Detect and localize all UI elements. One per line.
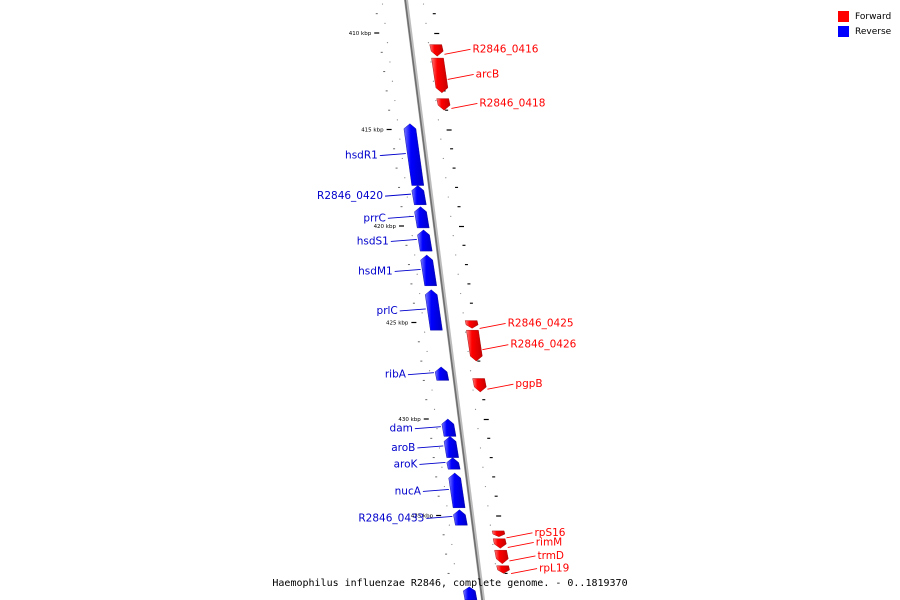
- gene-R2846_0418[interactable]: [436, 98, 451, 111]
- gene-R2846_0420[interactable]: [411, 185, 427, 206]
- gene-label-R2846_0426: R2846_0426: [510, 339, 576, 351]
- gene-label-hsdR1: hsdR1: [345, 150, 378, 162]
- gene-R2846_0416[interactable]: [429, 44, 444, 57]
- gene-trmD[interactable]: [494, 550, 509, 565]
- gene-label-hsdM1: hsdM1: [358, 265, 393, 277]
- gene-hsdS1[interactable]: [417, 229, 433, 252]
- gene-label-rimM: rimM: [536, 536, 563, 548]
- gene-nucA[interactable]: [448, 472, 466, 508]
- scale-tick-label: 425 kbp: [386, 321, 409, 327]
- gene-prrC[interactable]: [414, 206, 430, 229]
- gene-label-hsdS1: hsdS1: [357, 235, 389, 247]
- legend-reverse: Reverse: [838, 24, 891, 39]
- legend-forward-label: Forward: [855, 11, 892, 22]
- gene-label-R2846_0425: R2846_0425: [508, 317, 574, 329]
- gene-rpS16[interactable]: [491, 530, 506, 537]
- scale-tick-label: 430 kbp: [398, 417, 421, 423]
- legend-forward: Forward: [838, 9, 891, 24]
- gene-hsdR1[interactable]: [403, 123, 425, 186]
- gene-label-R2846_0433: R2846_0433: [358, 512, 424, 524]
- gene-aroB[interactable]: [443, 436, 459, 458]
- gene-pgpB[interactable]: [472, 378, 487, 393]
- gene-label-R2846_0420: R2846_0420: [317, 190, 383, 202]
- caption-text: Haemophilus influenzae R2846, complete g…: [272, 578, 628, 589]
- gene-label-prlC: prlC: [377, 305, 398, 317]
- legend-reverse-label: Reverse: [855, 26, 892, 37]
- scale-tick-label: 435 kbp: [411, 514, 434, 520]
- gene-label-R2846_0416: R2846_0416: [472, 43, 538, 55]
- gene-label-trmD: trmD: [537, 550, 564, 562]
- gene-label-prrC: prrC: [363, 212, 385, 224]
- gene-rpL19[interactable]: [496, 565, 510, 574]
- gene-partial[interactable]: [463, 586, 478, 600]
- legend: Forward Reverse: [838, 9, 891, 39]
- gene-label-pgpB: pgpB: [515, 378, 542, 390]
- gene-label-arcB: arcB: [476, 68, 500, 80]
- gene-labels: R2846_0416 arcB R2846_0418 hsdR1 R2846_0420p…: [317, 43, 577, 574]
- scale-tick-label: 410 kbp: [349, 31, 372, 37]
- scale-ticks: 410 kbp 415 kbp 420 kbp 425 kbp 430 kbp 435 k…: [349, 3, 508, 574]
- gene-label-R2846_0418: R2846_0418: [479, 97, 545, 109]
- forward-swatch: [838, 11, 849, 22]
- gene-R2846_0425[interactable]: [464, 320, 479, 329]
- gene-aroK[interactable]: [446, 457, 461, 470]
- gene-rimM[interactable]: [492, 538, 507, 549]
- gene-ribA[interactable]: [434, 366, 450, 381]
- gene-label-aroB: aroB: [391, 442, 415, 454]
- genome-caption: Haemophilus influenzae R2846, complete g…: [0, 578, 900, 589]
- scale-tick-label: 420 kbp: [374, 224, 397, 230]
- scale-tick-label: 415 kbp: [361, 128, 384, 134]
- reverse-swatch: [838, 26, 849, 37]
- gene-label-rpL19: rpL19: [539, 563, 569, 575]
- gene-label-ribA: ribA: [385, 369, 407, 381]
- gene-R2846_0433[interactable]: [453, 509, 468, 526]
- gene-prlC[interactable]: [424, 289, 443, 331]
- gene-label-rpS16: rpS16: [534, 527, 565, 539]
- genome-backbone: [403, 0, 485, 600]
- gene-label-aroK: aroK: [394, 458, 419, 470]
- gene-hsdM1[interactable]: [420, 254, 437, 286]
- gene-dam[interactable]: [441, 418, 457, 437]
- gene-features: [403, 44, 510, 600]
- gene-label-dam: dam: [390, 423, 413, 435]
- gene-arcB[interactable]: [431, 57, 449, 94]
- gene-label-nucA: nucA: [395, 485, 422, 497]
- gene-R2846_0426[interactable]: [466, 330, 483, 362]
